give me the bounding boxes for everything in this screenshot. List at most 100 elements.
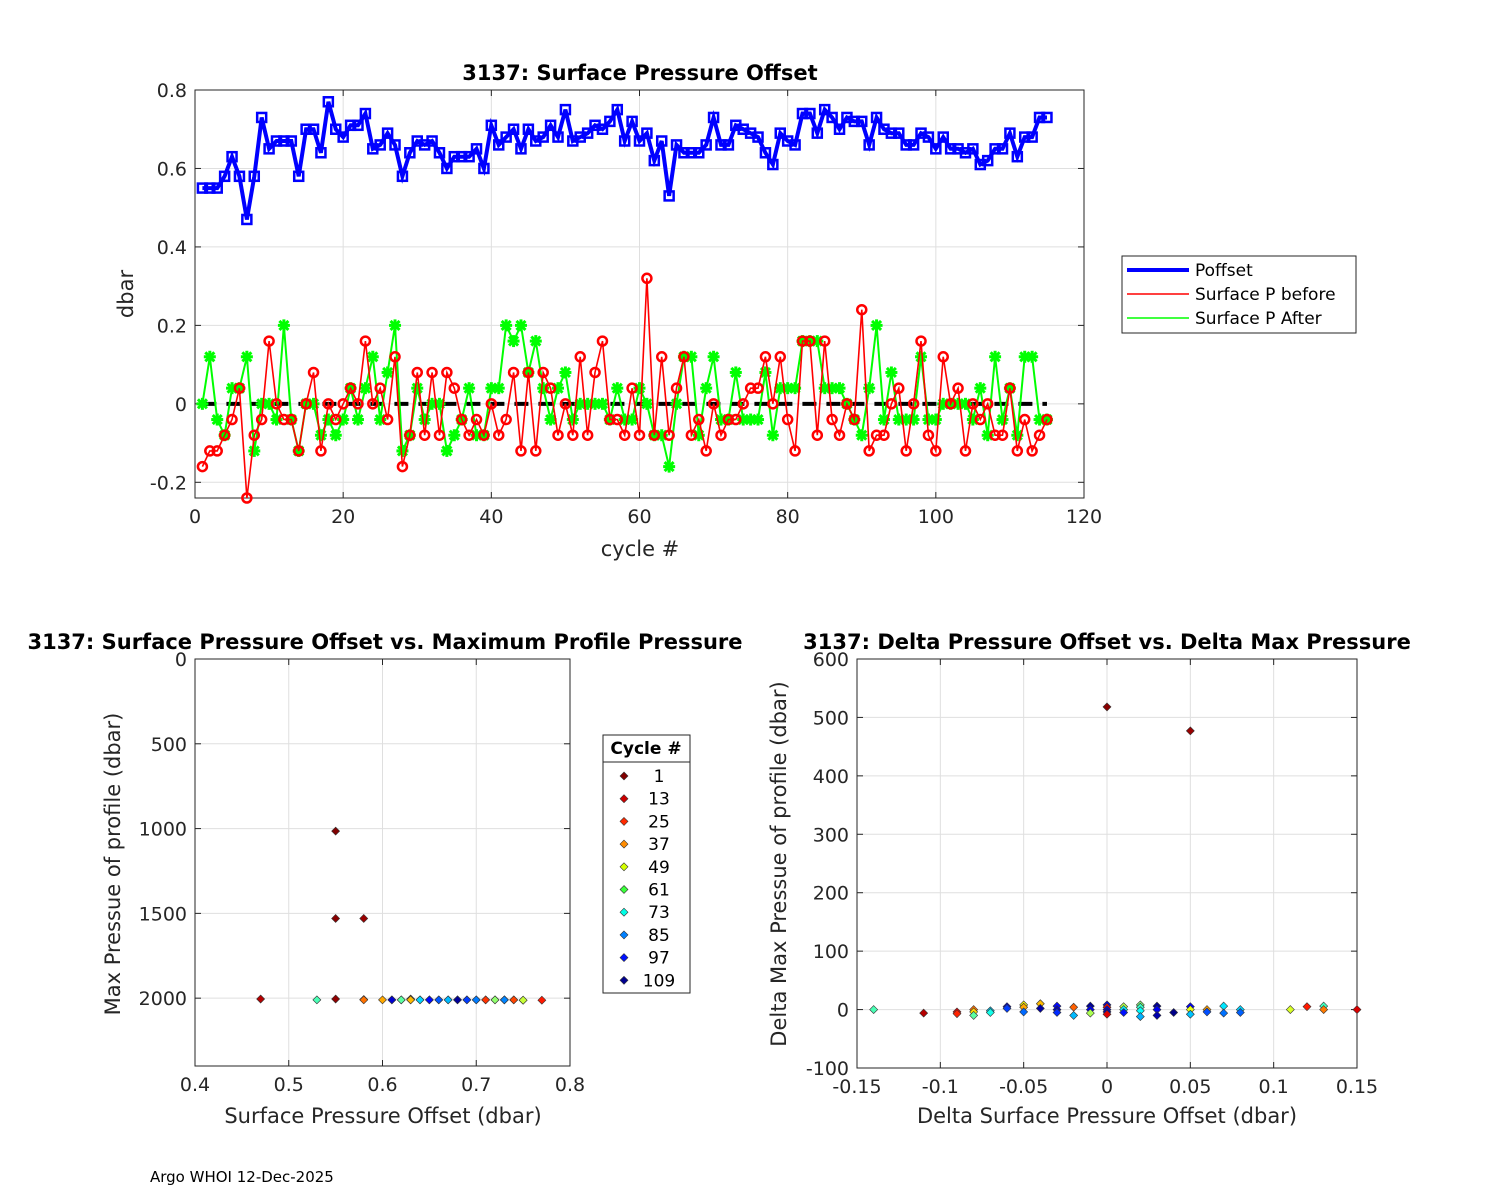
poffset-marker — [944, 143, 957, 155]
poffset-marker — [818, 103, 831, 116]
bl-point — [499, 995, 509, 1005]
bl-xtick-label: 0.5 — [274, 1074, 304, 1096]
after-marker-stroke — [1026, 351, 1038, 363]
after-marker — [1026, 350, 1039, 363]
after-marker-stroke — [241, 351, 253, 363]
before-marker — [226, 413, 238, 426]
after-marker-stroke — [641, 398, 653, 410]
poffset-marker — [685, 147, 698, 159]
after-marker — [381, 366, 394, 379]
poffset-marker — [856, 115, 868, 128]
br-xtick-label: 0 — [1101, 1076, 1113, 1098]
poffset-marker — [863, 139, 875, 151]
legend-poffset-label: Poffset — [1195, 261, 1253, 281]
before-marker — [233, 382, 246, 394]
cycle-legend-marker — [619, 839, 629, 849]
br-point — [1069, 1010, 1079, 1020]
after-marker-stroke — [463, 382, 475, 394]
poffset-marker — [848, 115, 861, 128]
before-marker — [448, 382, 461, 394]
after-marker — [752, 413, 765, 426]
br-point — [1052, 1008, 1062, 1017]
cycle-legend-marker — [619, 885, 629, 894]
before-marker — [218, 429, 231, 441]
before-marker — [930, 445, 942, 457]
poffset-marker — [507, 123, 520, 135]
before-marker — [989, 429, 1001, 441]
poffset-marker — [893, 127, 905, 139]
after-marker-stroke — [767, 429, 779, 441]
after-marker — [885, 366, 898, 379]
after-marker-stroke — [389, 319, 401, 331]
poffset-marker — [196, 182, 209, 194]
before-marker — [381, 413, 394, 426]
top-chart-ylabel: dbar — [114, 270, 138, 319]
legend-after-label: Surface P After — [1195, 309, 1322, 329]
after-marker — [626, 413, 639, 426]
before-marker — [337, 398, 349, 410]
poffset-marker — [352, 119, 364, 132]
before-marker — [248, 429, 261, 441]
poffset-marker — [389, 139, 401, 151]
bl-point — [331, 914, 341, 923]
br-point — [1102, 1009, 1112, 1019]
poffset-marker — [522, 123, 535, 135]
after-marker — [359, 382, 372, 395]
bl-point — [406, 995, 416, 1005]
br-point — [919, 1008, 929, 1018]
bl-point — [359, 914, 369, 923]
top-ytick-label: -0.2 — [150, 472, 187, 494]
after-marker — [500, 319, 513, 332]
after-marker-stroke — [382, 366, 394, 379]
before-marker — [278, 413, 290, 426]
poffset-marker — [248, 170, 261, 183]
bottom-right-chart-xlabel: Delta Surface Pressure Offset (dbar) — [917, 1104, 1297, 1128]
after-marker-stroke — [396, 445, 408, 457]
before-marker — [693, 413, 705, 426]
before-marker — [478, 429, 490, 441]
before-marker — [678, 351, 690, 363]
after-marker — [640, 397, 653, 410]
before-marker — [922, 429, 935, 441]
br-point — [1235, 1008, 1245, 1017]
br-xtick-label: -0.15 — [832, 1076, 881, 1098]
poffset-marker — [885, 127, 898, 139]
before-marker — [1026, 445, 1038, 457]
after-marker — [929, 413, 942, 426]
before-marker — [367, 398, 379, 410]
br-point — [1219, 1008, 1229, 1018]
poffset-marker — [204, 182, 216, 194]
after-marker-stroke — [789, 382, 801, 394]
after-marker-stroke — [441, 445, 453, 457]
before-marker — [463, 429, 475, 441]
before-marker — [433, 429, 446, 441]
after-marker-stroke — [833, 382, 846, 394]
before-marker — [581, 429, 594, 441]
before-marker — [893, 382, 905, 394]
before-marker — [418, 429, 431, 441]
br-ytick-label: 100 — [813, 941, 849, 963]
cycle-legend-label: 61 — [648, 881, 670, 901]
cycle-legend-label: 97 — [648, 949, 670, 969]
after-marker-stroke — [367, 351, 379, 363]
before-marker — [404, 429, 416, 441]
poffset-marker — [441, 162, 453, 175]
poffset-marker — [359, 107, 372, 120]
after-marker-stroke — [507, 335, 520, 347]
after-marker-stroke — [559, 366, 571, 379]
bl-point — [490, 995, 500, 1005]
after-marker-stroke — [885, 366, 897, 379]
after-marker-stroke — [663, 461, 675, 473]
after-marker — [663, 460, 676, 473]
poffset-marker — [693, 147, 705, 159]
footer-credit: Argo WHOI 12-Dec-2025 — [150, 1168, 334, 1186]
before-marker — [611, 413, 624, 426]
poffset-marker — [478, 162, 490, 175]
after-marker — [366, 350, 379, 363]
after-marker — [974, 382, 987, 395]
br-point — [1302, 1002, 1312, 1012]
after-marker-stroke — [500, 319, 512, 331]
before-marker — [1011, 445, 1024, 457]
after-marker-stroke — [626, 413, 638, 426]
